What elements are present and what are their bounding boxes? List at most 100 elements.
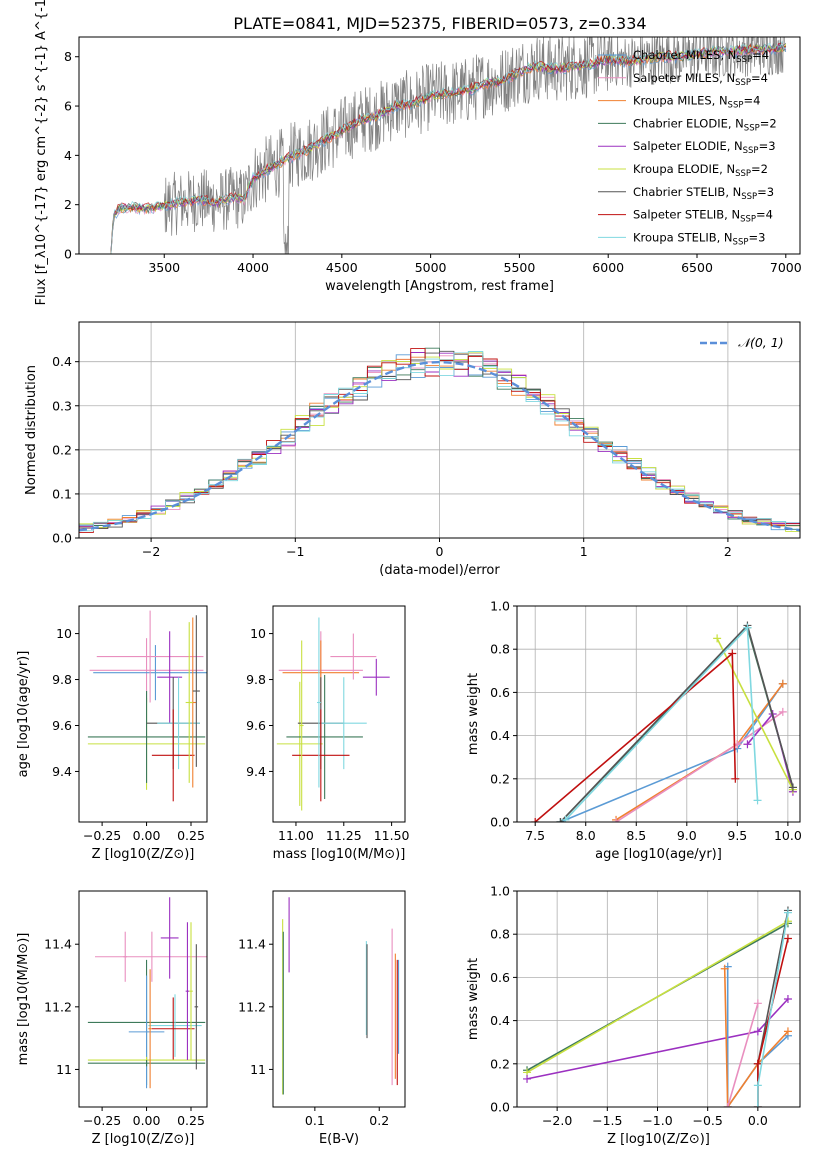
y-tick-label: 10 (56, 626, 72, 641)
x-tick-label: 8.5 (626, 828, 646, 843)
x-tick-label: 0.0 (748, 1113, 768, 1128)
weight-marker (556, 818, 565, 822)
weight-marker (743, 623, 752, 632)
x-tick-label: 5000 (415, 260, 447, 275)
weight-line (526, 920, 789, 1074)
y-axis-label: mass weight (466, 673, 481, 755)
weight-marker (753, 999, 762, 1008)
legend-label: Chabrier MILES, NSSP=4 (633, 48, 769, 65)
legend: Chabrier MILES, NSSP=4 Salpeter MILES, NS… (598, 48, 777, 247)
weight-marker (783, 1027, 792, 1036)
legend-label: Salpeter ELODIE, NSSP=3 (633, 139, 776, 156)
weight-line (534, 651, 737, 822)
legend-label: Chabrier STELIB, NSSP=3 (633, 185, 774, 202)
panel-weight_vs_Z: −2.0 −1.5 −1.0 −0.5 0.0 0.0 0.2 0.4 0.6 0.8 1.0 Z [… (466, 884, 801, 1147)
y-tick-label: 0.8 (490, 642, 510, 657)
panel-spectrum: 3500 4000 4500 5000 5500 6000 6500 7000 0 2 4 6 8 wav… (34, 0, 802, 305)
weight-marker (523, 1074, 532, 1083)
x-tick-label: −0.25 (83, 1113, 121, 1128)
x-tick-label: 9.0 (677, 828, 697, 843)
axes-frame (78, 605, 208, 823)
x-tick-label: −1 (286, 544, 304, 559)
histogram-step (79, 351, 800, 532)
panel-age_vs_Z: −0.25 0.00 0.25 9.4 9.6 9.8 10 Z [log10(Z/Z⊙)] a… (16, 605, 208, 862)
x-tick-label: 5500 (504, 260, 536, 275)
y-tick-label: 0.6 (490, 685, 510, 700)
x-tick-label: −2.0 (542, 1113, 572, 1128)
weight-marker (531, 818, 540, 822)
y-tick-label: 0.4 (490, 1013, 510, 1028)
weight-marker (788, 783, 797, 792)
x-tick-label: 8.0 (576, 828, 596, 843)
weight-marker (753, 796, 762, 805)
weight-marker (720, 964, 729, 973)
y-axis-label: Normed distribution (24, 365, 39, 495)
y-tick-label: 11 (250, 1062, 266, 1077)
y-tick-label: 2 (64, 197, 72, 212)
x-tick-label: 11.00 (278, 828, 314, 843)
axes-frame (272, 605, 406, 823)
weight-marker (778, 707, 787, 716)
weight-marker (783, 934, 792, 943)
weight-marker (713, 634, 722, 643)
x-tick-label: 6000 (592, 260, 624, 275)
y-tick-label: 9.6 (246, 718, 266, 733)
x-tick-label: 2 (724, 544, 732, 559)
x-tick-label: −1.0 (642, 1113, 672, 1128)
figure-title: PLATE=0841, MJD=52375, FIBERID=0573, z=0… (233, 14, 646, 33)
plot-area (110, 37, 787, 254)
x-tick-label: 6500 (681, 260, 713, 275)
weight-marker (753, 1027, 762, 1036)
weight-marker (778, 679, 787, 688)
y-tick-label: 0 (64, 247, 72, 262)
x-tick-label: 9.5 (727, 828, 747, 843)
x-axis-label: wavelength [Angstrom, rest frame] (325, 279, 554, 294)
panel-age_vs_mass: 11.00 11.25 11.50 9.4 9.6 9.8 10 mass [log10(M/… (246, 605, 410, 862)
plot-area (276, 617, 390, 811)
model-spectrum-line (110, 42, 786, 254)
weight-marker (753, 1081, 762, 1090)
plot-area (79, 347, 800, 533)
y-tick-label: 0.3 (52, 398, 72, 413)
x-tick-label: 11.25 (326, 828, 362, 843)
y-axis-label: mass weight (466, 958, 481, 1040)
x-axis-label: mass [log10(M/M⊙)] (273, 847, 406, 862)
x-tick-label: 0.1 (305, 1113, 325, 1128)
axes-frame (516, 890, 801, 1108)
y-tick-label: 0.2 (52, 442, 72, 457)
weight-marker (723, 1103, 732, 1107)
x-tick-label: 11.50 (374, 828, 410, 843)
legend-label: Salpeter MILES, NSSP=4 (633, 71, 768, 88)
y-tick-label: 0.2 (490, 1056, 510, 1071)
x-tick-label: 4000 (237, 260, 269, 275)
panels: 3500 4000 4500 5000 5500 6000 6500 7000 0 2 4 6 8 wav… (16, 0, 802, 1147)
x-tick-label: 4500 (326, 260, 358, 275)
axes-frame (78, 890, 208, 1108)
plot-area (282, 897, 400, 1095)
x-axis-label: E(B-V) (319, 1132, 359, 1147)
x-tick-label: −2 (142, 544, 160, 559)
weight-line (716, 638, 794, 790)
x-axis-label: Z [log10(Z/Z⊙)] (92, 1132, 195, 1147)
panel-weight_vs_age: 7.5 8.0 8.5 9.0 9.5 10.0 0.0 0.2 0.4 0.6 0.8 1.0 age… (466, 599, 802, 863)
y-tick-label: 0.8 (490, 927, 510, 942)
y-tick-label: 0.0 (52, 531, 72, 546)
y-tick-label: 0.6 (490, 970, 510, 985)
weight-marker (753, 1103, 762, 1107)
y-tick-label: 0.4 (52, 354, 72, 369)
y-tick-label: 9.8 (52, 672, 72, 687)
weight-marker (612, 818, 621, 822)
y-tick-label: 9.6 (52, 718, 72, 733)
axes-frame (516, 605, 801, 823)
legend-label: Kroupa ELODIE, NSSP=2 (633, 162, 768, 179)
panel-residuals: −2 −1 0 1 2 0.0 0.1 0.2 0.3 0.4 (data-model)/error… (24, 321, 801, 578)
weight-marker (561, 815, 570, 822)
x-tick-label: 10.0 (774, 828, 802, 843)
weight-marker (731, 774, 740, 783)
weight-line (723, 968, 789, 1107)
plot-area (87, 897, 207, 1089)
y-tick-label: 0.2 (490, 771, 510, 786)
x-tick-label: −0.5 (692, 1113, 722, 1128)
y-tick-label: 11.2 (44, 999, 72, 1014)
weight-line (757, 938, 789, 1107)
